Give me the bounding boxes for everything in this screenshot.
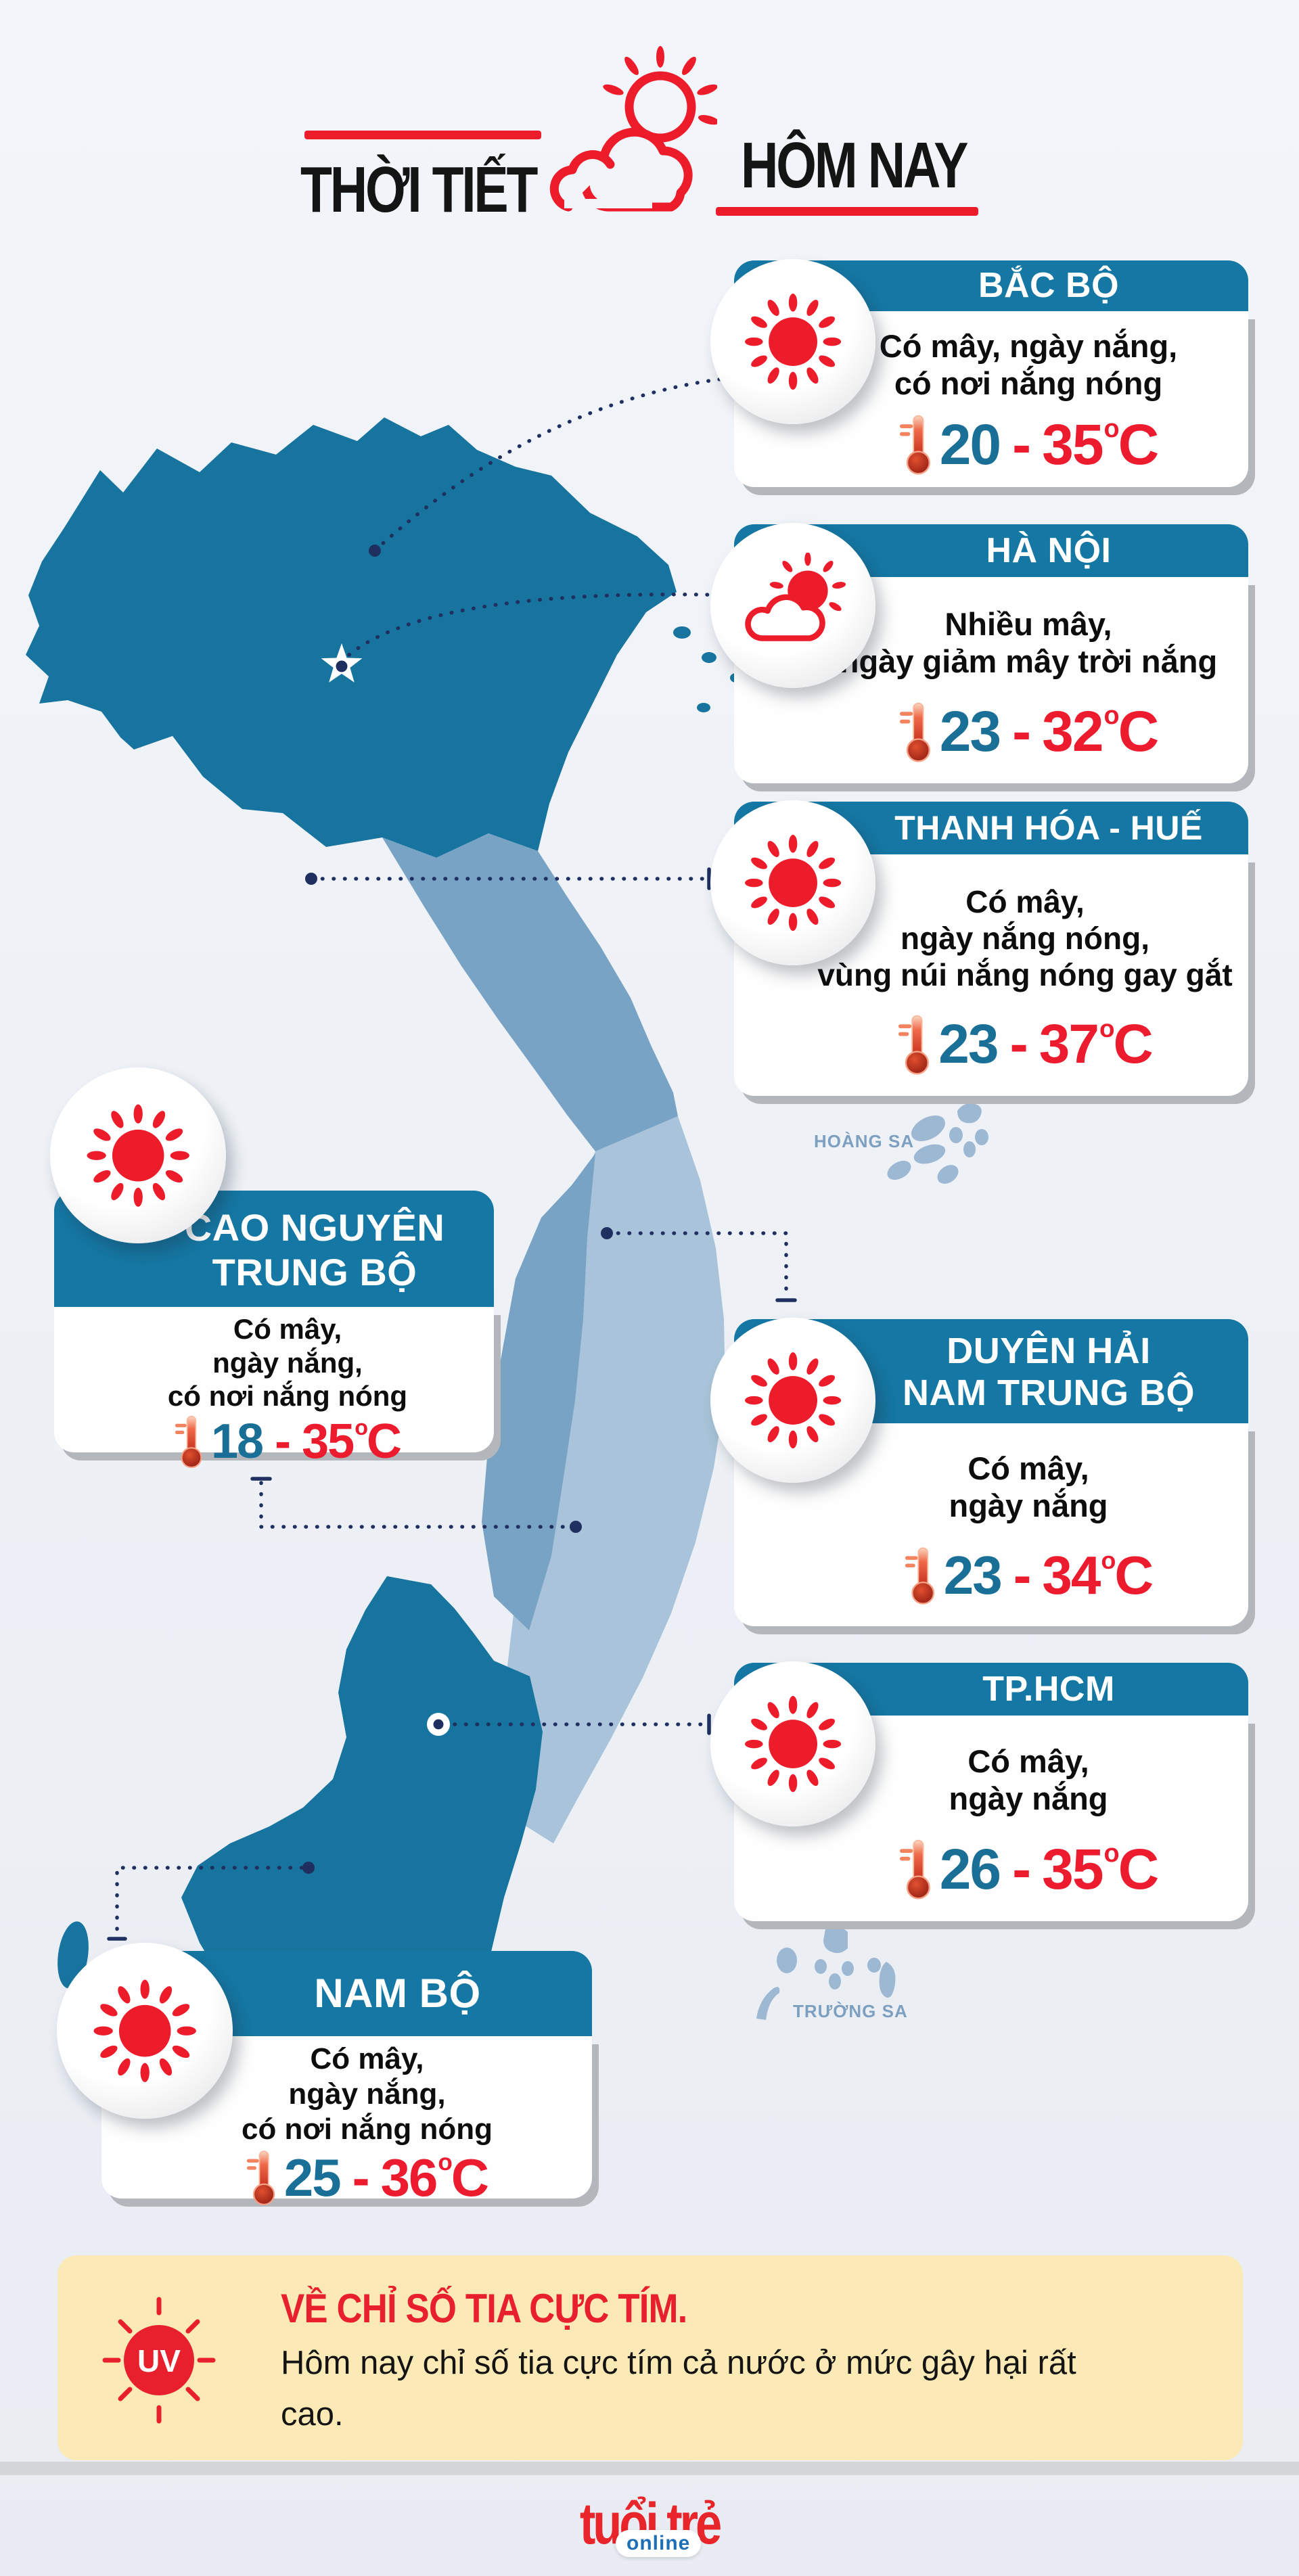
card-desc-line: Có mây,: [967, 1450, 1089, 1487]
temp-high: 36: [380, 2147, 438, 2207]
sun-icon: [710, 800, 875, 965]
map-hoang-sa-islands: [887, 1103, 988, 1184]
card-desc-line: ngày nắng,: [288, 2077, 446, 2111]
card-desc-line: Nhiều mây,: [944, 605, 1112, 642]
connector-duyen-hai: [605, 1231, 788, 1300]
card-desc-line: ngày nắng: [949, 1488, 1108, 1524]
uv-icon: UV: [102, 2297, 216, 2424]
uv-index-panel: UV VỀ CHỈ SỐ TIA CỰC TÍM. Hôm nay chỉ số…: [58, 2255, 1243, 2460]
footer-divider: [0, 2462, 1299, 2475]
logo-online-badge: online: [616, 2530, 702, 2557]
hoang-sa-label: HOÀNG SA: [814, 1131, 915, 1151]
map-region-highlands: [482, 1153, 595, 1630]
weather-card-cao-nguyen-trung-bo: CAO NGUYÊN TRUNG BỘ Có mây, ngày nắng, c…: [54, 1191, 494, 1452]
thermometer-icon: [899, 700, 933, 764]
thermometer-icon: [905, 1545, 937, 1606]
card-desc-line: Có mây,: [233, 1313, 342, 1345]
card-desc-line: có nơi nắng nóng: [167, 1380, 408, 1412]
card-desc-line: Có mây,: [965, 883, 1085, 919]
temp-high: 32: [1042, 699, 1103, 764]
temp-row: 18-35 o C: [175, 1413, 402, 1470]
card-title-line: DUYÊN HẢI: [947, 1331, 1151, 1371]
page-title-right: HÔM NAY: [741, 129, 968, 202]
anchor-dot-bac-bo: [369, 545, 381, 557]
card-desc-line: có nơi nắng nóng: [894, 365, 1163, 402]
temp-high: 35: [302, 1414, 355, 1469]
thermometer-icon: [899, 1837, 933, 1901]
card-desc-line: ngày nắng: [949, 1780, 1108, 1817]
tuoi-tre-logo: tuổi trẻ online: [514, 2491, 785, 2558]
uv-title: VỀ CHỈ SỐ TIA CỰC TÍM.: [281, 2286, 687, 2331]
temp-low: 23: [943, 1544, 1003, 1605]
card-desc-line: ngày nắng nóng,: [901, 921, 1149, 956]
card-desc-line: ngày giảm mây trời nắng: [839, 643, 1218, 680]
cloud-sun-icon: [540, 45, 720, 226]
hanoi-star-marker: [321, 643, 363, 683]
page-title-left: THỜI TIẾT: [300, 154, 538, 226]
connector-cao-nguyen: [259, 1481, 578, 1529]
temp-row: 20-35 o C: [899, 412, 1159, 478]
sun-icon: [710, 1661, 875, 1826]
card-desc-line: ngày nắng,: [212, 1346, 363, 1379]
title-accent-overline: [304, 131, 541, 139]
temp-high: 35: [1042, 1837, 1103, 1901]
card-title-line: TRUNG BỘ: [212, 1251, 417, 1293]
thermometer-icon: [246, 2148, 277, 2207]
temp-low: 20: [939, 412, 1001, 476]
map-region-north: [26, 417, 677, 858]
temp-row: 23-37 o C: [898, 1013, 1154, 1076]
thermometer-icon: [898, 1013, 932, 1076]
card-desc-line: Có mây,: [310, 2042, 424, 2075]
temp-high: 34: [1042, 1544, 1101, 1605]
uv-body-text: Hôm nay chỉ số tia cực tím cả nước ở mức…: [281, 2345, 1076, 2433]
temp-row: 25-36 o C: [246, 2147, 489, 2209]
weather-card-tp-hcm: TP.HCM Có mây, ngày nắng 26-35 o C: [734, 1663, 1248, 1921]
title-accent-underline: [716, 207, 978, 216]
sun-icon: [710, 1318, 875, 1483]
temp-high: 35: [1042, 412, 1103, 476]
anchor-dot-cao-nguyen: [570, 1521, 582, 1533]
connector-ha-noi: [347, 592, 736, 657]
sun-cloud-icon: [710, 523, 875, 688]
weather-card-thanh-hoa-hue: THANH HÓA - HUẾ Có mây, ngày nắng nóng, …: [734, 802, 1248, 1096]
truong-sa-label: TRƯỜNG SA: [793, 2001, 908, 2021]
card-desc-line: có nơi nắng nóng: [241, 2112, 493, 2146]
thermometer-icon: [175, 1413, 204, 1470]
temp-low: 23: [938, 1013, 999, 1076]
card-desc-line: vùng núi nắng nóng gay gắt: [817, 957, 1233, 993]
sun-icon: [57, 1943, 233, 2119]
temp-low: 26: [939, 1837, 1001, 1901]
anchor-dot-nam-bo: [302, 1862, 315, 1874]
sun-icon: [710, 259, 875, 424]
card-desc-line: Có mây, ngày nắng,: [879, 328, 1178, 365]
temp-row: 23-34 o C: [905, 1544, 1154, 1607]
map-truong-sa-islands: [756, 1927, 896, 2020]
anchor-dot-duyen-hai: [601, 1227, 613, 1239]
temp-low: 25: [283, 2147, 342, 2207]
temp-low: 18: [211, 1414, 264, 1469]
tphcm-marker: [427, 1713, 450, 1736]
card-desc-line: Có mây,: [967, 1743, 1089, 1780]
thermometer-icon: [899, 413, 933, 476]
card-title-line: NAM TRUNG BỘ: [903, 1373, 1195, 1413]
sun-icon: [50, 1067, 226, 1243]
temp-low: 23: [939, 699, 1001, 764]
map-region-central: [382, 833, 678, 1151]
temp-row: 26-35 o C: [899, 1837, 1159, 1902]
temp-high: 37: [1039, 1013, 1099, 1076]
connector-bac-bo: [373, 375, 736, 553]
card-title-line: CAO NGUYÊN: [184, 1206, 445, 1249]
anchor-dot-thanh-hoa-hue: [305, 873, 317, 885]
svg-text:UV: UV: [137, 2343, 181, 2378]
temp-row: 23-32 o C: [899, 699, 1159, 764]
